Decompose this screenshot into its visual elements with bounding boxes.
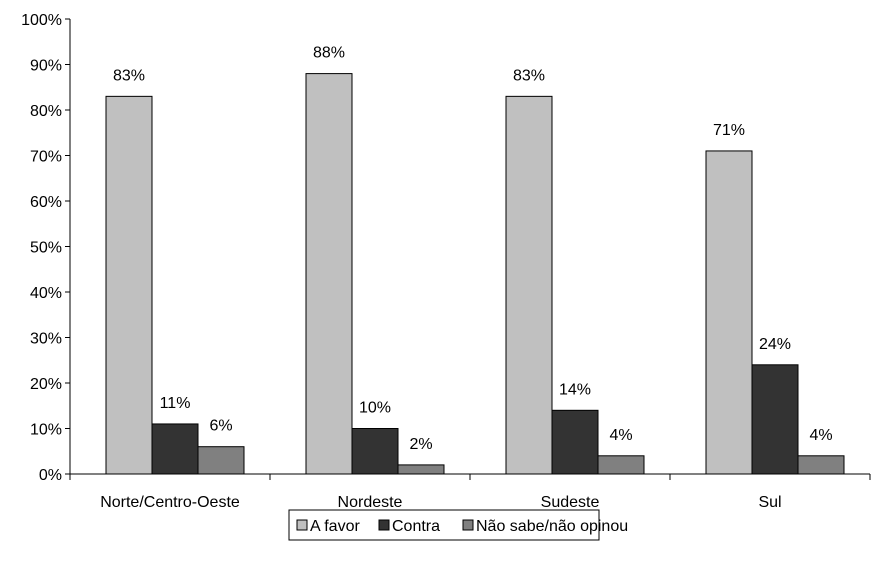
data-label: 4%	[809, 427, 832, 444]
bar	[751, 364, 799, 475]
data-label: 11%	[160, 395, 191, 412]
data-label: 24%	[759, 336, 791, 353]
bar	[505, 95, 553, 475]
y-tick-label: 30%	[30, 331, 62, 348]
bar	[551, 409, 599, 475]
y-tick-label: 50%	[30, 240, 62, 257]
x-tick-label: Sul	[758, 494, 781, 511]
bar	[597, 455, 645, 475]
x-tick-label: Nordeste	[338, 494, 403, 511]
data-label: 14%	[559, 381, 591, 398]
legend: A favor Contra Não sabe/não opinou	[288, 509, 628, 541]
legend-box	[288, 509, 600, 541]
bar	[151, 423, 199, 475]
data-label: 71%	[713, 122, 745, 139]
legend-entry: Não sabe/não opinou	[476, 518, 628, 535]
y-axis: 0% 10% 20% 30% 40% 50% 60% 70% 80% 90% 100%	[21, 12, 71, 484]
y-tick-label: 40%	[30, 285, 62, 302]
data-labels: 83% 88% 83% 71% 11% 10% 14% 24% 6% 2% 4% 4%	[113, 45, 833, 453]
bar	[105, 95, 153, 475]
y-tick-label: 70%	[30, 149, 62, 166]
y-tick-label: 0%	[39, 467, 62, 484]
y-tick-label: 80%	[30, 103, 62, 120]
y-tick-label: 20%	[30, 376, 62, 393]
x-tick-label: Norte/Centro-Oeste	[100, 494, 240, 511]
legend-swatch	[462, 519, 474, 531]
y-tick-label: 60%	[30, 194, 62, 211]
data-label: 88%	[313, 45, 345, 62]
bar	[351, 428, 399, 475]
bar	[797, 455, 845, 475]
legend-swatch	[296, 519, 308, 531]
data-label: 2%	[409, 436, 432, 453]
x-tick-label: Sudeste	[541, 494, 600, 511]
legend-entry: A favor	[310, 518, 360, 535]
y-tick-label: 90%	[30, 58, 62, 75]
data-label: 83%	[513, 67, 545, 84]
data-label: 4%	[609, 427, 632, 444]
bar	[397, 464, 445, 475]
y-tick-label: 10%	[30, 422, 62, 439]
bars	[105, 73, 845, 475]
legend-swatch	[378, 519, 390, 531]
data-label: 10%	[359, 400, 391, 417]
legend-entry: Contra	[392, 518, 440, 535]
bar	[305, 73, 353, 475]
bar	[197, 446, 245, 475]
data-label: 6%	[209, 418, 232, 435]
data-label: 83%	[113, 67, 145, 84]
x-axis: Norte/Centro-Oeste Nordeste Sudeste Sul	[69, 473, 871, 511]
y-tick-label: 100%	[21, 12, 62, 29]
bar	[705, 150, 753, 475]
